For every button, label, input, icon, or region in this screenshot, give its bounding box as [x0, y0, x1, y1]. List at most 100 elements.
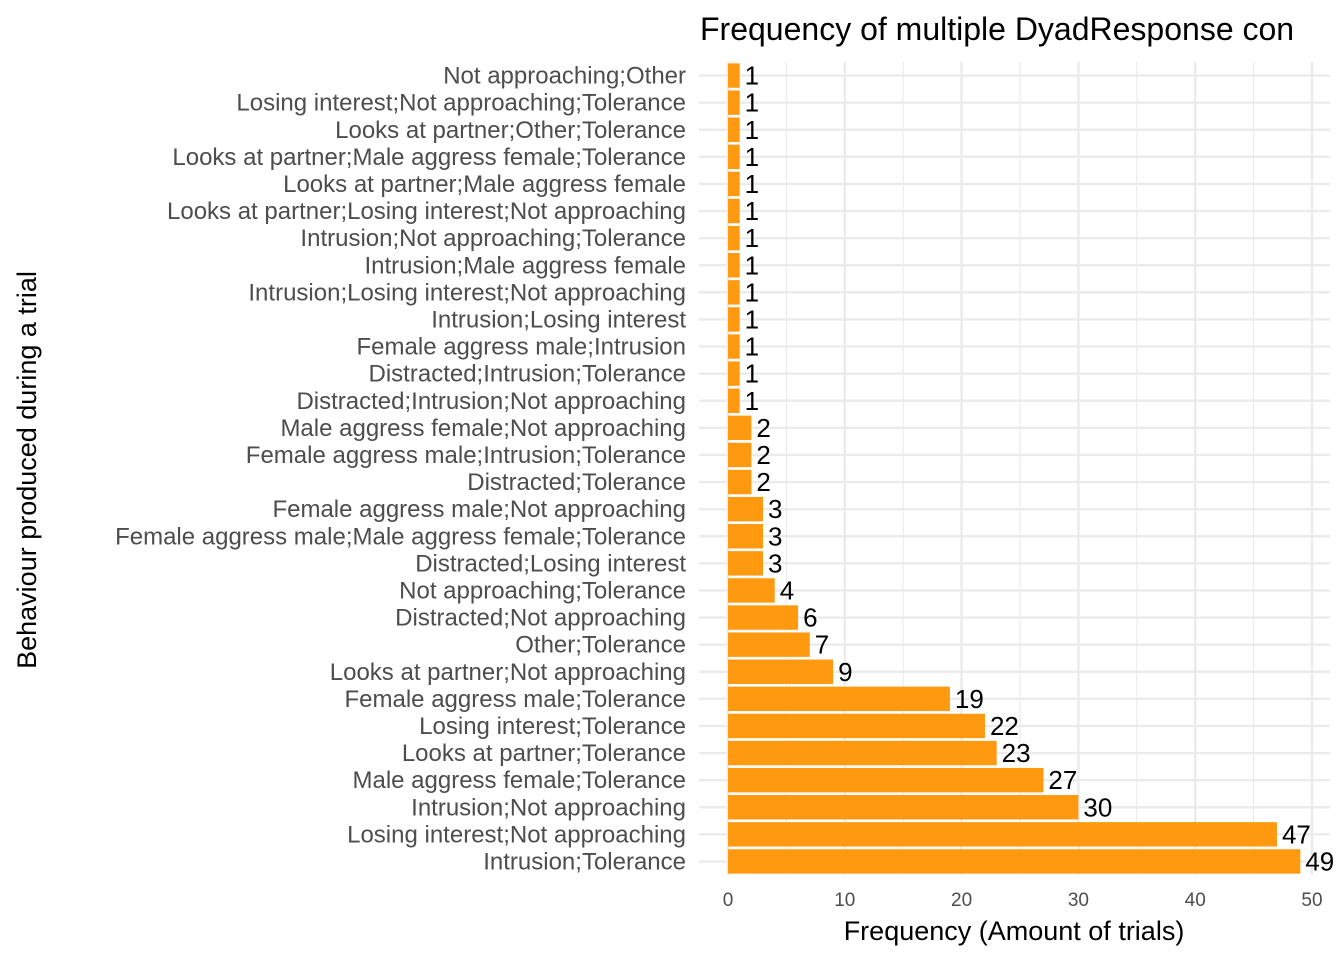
category-label: Not approaching;Other [443, 63, 686, 90]
category-label: Distracted;Intrusion;Not approaching [296, 388, 686, 415]
bar-value-label: 1 [745, 169, 759, 199]
bar [728, 659, 834, 684]
category-label: Distracted;Not approaching [395, 605, 686, 632]
category-label: Female aggress male;Not approaching [272, 496, 686, 523]
bar [728, 361, 740, 386]
category-label: Female aggress male;Intrusion [357, 334, 686, 361]
bar-value-label: 2 [756, 467, 770, 497]
category-label: Looks at partner;Male aggress female;Tol… [172, 144, 686, 171]
bar [728, 253, 740, 278]
category-label: Losing interest;Not approaching [347, 821, 686, 848]
bar [728, 469, 752, 495]
bars [728, 63, 1301, 874]
bar-value-label: 1 [745, 359, 759, 389]
bar [728, 524, 764, 549]
category-label: Intrusion;Not approaching;Tolerance [300, 225, 686, 252]
category-label: Intrusion;Losing interest;Not approachin… [248, 279, 686, 306]
bar-value-label: 47 [1282, 819, 1311, 849]
chart-title: Frequency of multiple DyadResponse con [700, 11, 1294, 47]
category-label: Other;Tolerance [515, 632, 686, 659]
bar [728, 632, 810, 657]
bar-value-label: 3 [768, 521, 782, 551]
x-tick-labels: 0 10 20 30 40 50 [723, 890, 1323, 911]
x-tick-label: 30 [1068, 890, 1089, 911]
bar [728, 415, 752, 441]
bar [728, 686, 950, 712]
category-label: Male aggress female;Not approaching [280, 415, 686, 442]
bar [728, 795, 1079, 820]
bar-value-label: 1 [745, 277, 759, 307]
bar-value-label: 1 [745, 115, 759, 145]
bar [728, 171, 740, 197]
bar [728, 442, 752, 468]
bar [728, 144, 740, 170]
bar-value-label: 9 [838, 657, 852, 687]
grid-lines [699, 62, 1330, 875]
bar-value-label: 3 [768, 494, 782, 524]
bar [728, 767, 1044, 793]
bar-value-label: 1 [745, 332, 759, 362]
bar-value-label: 49 [1305, 846, 1334, 876]
bar [728, 225, 740, 251]
category-label: Looks at partner;Not approaching [330, 659, 686, 686]
bar [728, 280, 740, 305]
category-label: Distracted;Intrusion;Tolerance [369, 361, 686, 388]
x-tick-label: 10 [834, 890, 855, 911]
category-label: Looks at partner;Other;Tolerance [335, 117, 686, 144]
category-label: Looks at partner;Losing interest;Not app… [167, 198, 686, 225]
bar [728, 551, 764, 576]
category-label: Distracted;Tolerance [467, 469, 686, 496]
bar-value-label: 23 [1002, 738, 1031, 768]
bar [728, 198, 740, 224]
bar-value-label: 1 [745, 196, 759, 226]
category-label: Female aggress male;Intrusion;Tolerance [246, 442, 686, 469]
bar-value-label: 1 [745, 223, 759, 253]
bar [728, 578, 775, 603]
category-label: Losing interest;Not approaching;Toleranc… [236, 90, 686, 117]
bar-value-label: 1 [745, 61, 759, 91]
bar [728, 713, 985, 739]
bar [728, 388, 740, 413]
bar [728, 90, 740, 115]
x-tick-label: 50 [1301, 890, 1322, 911]
x-tick-label: 0 [723, 890, 734, 911]
bar-value-label: 1 [745, 88, 759, 118]
bar [728, 740, 997, 766]
bar-value-label: 1 [745, 142, 759, 172]
x-tick-label: 20 [951, 890, 972, 911]
category-label: Male aggress female;Tolerance [352, 767, 686, 794]
bar [728, 334, 740, 359]
bar [728, 849, 1301, 874]
x-axis-title: Frequency (Amount of trials) [844, 916, 1185, 946]
category-label: Intrusion;Not approaching [411, 794, 686, 821]
y-axis-title: Behaviour produced during a trial [12, 271, 42, 669]
category-label: Intrusion;Male aggress female [365, 252, 687, 279]
bar-value-label: 19 [955, 684, 984, 714]
bar [728, 307, 740, 332]
bar-value-label: 22 [990, 711, 1019, 741]
category-label: Female aggress male;Tolerance [345, 686, 687, 713]
bar-value-label: 1 [745, 250, 759, 280]
category-label: Intrusion;Losing interest [431, 306, 686, 333]
bar-value-label: 27 [1048, 765, 1077, 795]
bar-value-label: 7 [815, 630, 829, 660]
category-label: Looks at partner;Male aggress female [283, 171, 686, 198]
bar [728, 496, 764, 522]
x-tick-label: 40 [1185, 890, 1206, 911]
bar-value-label: 4 [780, 575, 794, 605]
bar [728, 605, 799, 630]
bar-value-label: 6 [803, 603, 817, 633]
bar-value-label: 30 [1083, 792, 1112, 822]
category-label: Intrusion;Tolerance [483, 848, 686, 875]
category-label: Looks at partner;Tolerance [402, 740, 686, 767]
category-label: Distracted;Losing interest [415, 550, 686, 577]
bar-value-label: 3 [768, 548, 782, 578]
bar-value-label: 2 [756, 440, 770, 470]
bar [728, 822, 1277, 847]
category-label: Losing interest;Tolerance [419, 713, 686, 740]
bar [728, 117, 740, 142]
bar-value-label: 1 [745, 386, 759, 416]
